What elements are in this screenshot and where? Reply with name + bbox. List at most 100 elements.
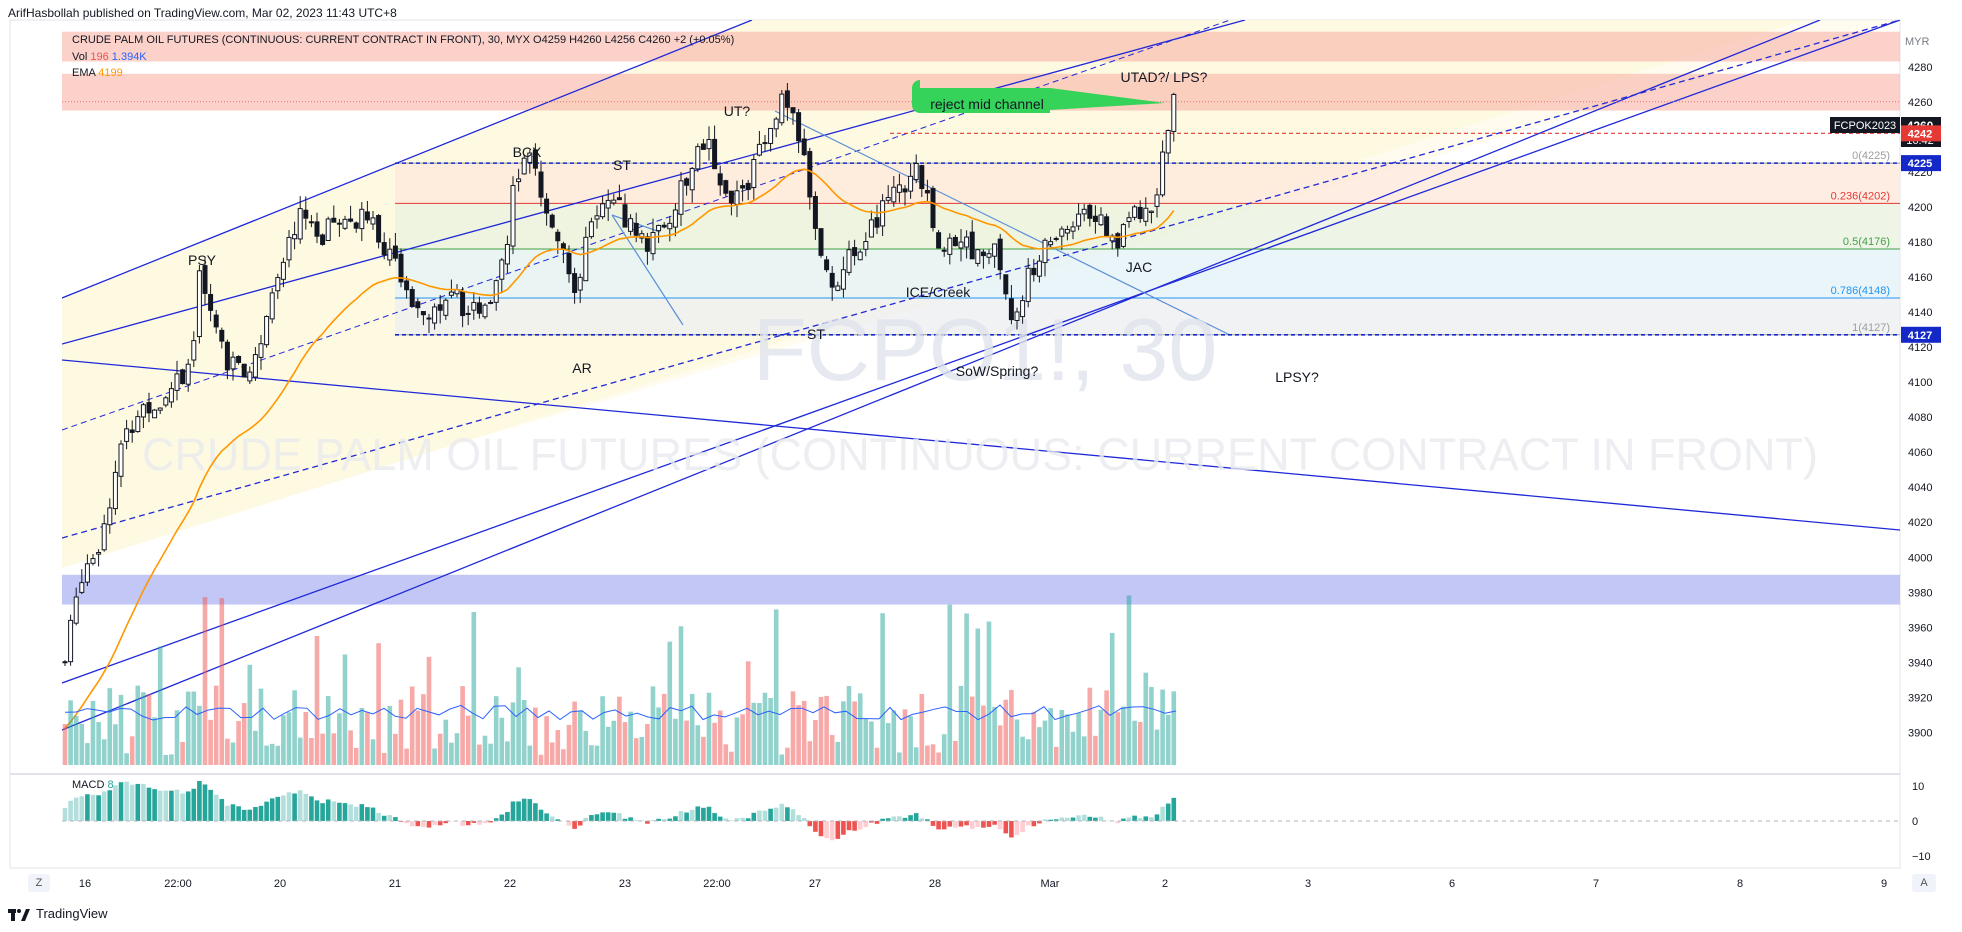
volume-bar bbox=[947, 604, 953, 765]
macd-bar bbox=[1042, 819, 1048, 821]
price-tick: 4120 bbox=[1908, 342, 1932, 354]
volume-bar bbox=[157, 646, 163, 765]
volume-bar bbox=[566, 724, 572, 765]
candle-body bbox=[544, 198, 550, 214]
volume-bar bbox=[650, 686, 656, 765]
macd-bar bbox=[443, 821, 449, 824]
macd-bar bbox=[303, 793, 309, 821]
candle-body bbox=[728, 190, 734, 204]
volume-bar bbox=[796, 705, 801, 765]
volume-bar bbox=[869, 721, 874, 765]
macd-bar bbox=[1070, 817, 1076, 821]
candle-body bbox=[325, 218, 331, 242]
macd-bar bbox=[124, 781, 129, 821]
volume-bar bbox=[482, 735, 488, 765]
volume-bar bbox=[460, 686, 465, 765]
volume-bar bbox=[930, 744, 936, 765]
volume-bar bbox=[191, 691, 197, 765]
volume-bar bbox=[729, 751, 734, 765]
volume-bar bbox=[493, 696, 499, 765]
candle-body bbox=[908, 175, 914, 192]
macd-bar bbox=[762, 810, 768, 821]
candle-body bbox=[129, 429, 135, 433]
volume-bar bbox=[779, 754, 785, 765]
volume-bar bbox=[583, 730, 589, 765]
volume-bar bbox=[393, 733, 398, 765]
candle-body bbox=[213, 314, 219, 328]
macd-bar bbox=[947, 821, 953, 827]
volume-bar bbox=[449, 742, 454, 765]
volume-bar bbox=[986, 621, 992, 765]
volume-bar bbox=[258, 688, 264, 765]
volume-bar bbox=[421, 694, 426, 765]
volume-bar bbox=[684, 720, 689, 765]
macd-bar bbox=[1165, 803, 1171, 821]
symbol-tag-box bbox=[1830, 117, 1900, 133]
candle-body bbox=[499, 259, 505, 280]
volume-bar bbox=[253, 730, 258, 765]
macd-bar bbox=[107, 790, 113, 821]
macd-bar bbox=[930, 821, 936, 826]
macd-bar bbox=[460, 821, 465, 826]
candles bbox=[62, 83, 1177, 729]
volume-bar bbox=[801, 700, 807, 765]
volume-bar bbox=[863, 718, 869, 765]
auto-scale-button[interactable]: A bbox=[1912, 874, 1936, 892]
macd-bar bbox=[874, 821, 880, 824]
macd-bar bbox=[997, 821, 1003, 830]
annotation-label: UT? bbox=[724, 103, 751, 119]
macd-bar bbox=[236, 806, 241, 821]
macd-bar bbox=[936, 821, 941, 830]
currency-label: MYR bbox=[1905, 36, 1930, 48]
volume-bar bbox=[953, 740, 958, 765]
price-tick: 3940 bbox=[1908, 657, 1932, 669]
macd-bar bbox=[689, 809, 695, 821]
candle-body bbox=[107, 507, 113, 526]
volume-bar bbox=[1020, 736, 1025, 765]
volume-bar bbox=[645, 724, 650, 765]
volume-bar bbox=[454, 733, 460, 765]
volume-bar bbox=[286, 712, 292, 765]
candle-body bbox=[376, 215, 382, 243]
macd-bar bbox=[135, 783, 141, 821]
macd-bar bbox=[465, 821, 471, 826]
macd-bar bbox=[555, 819, 561, 821]
price-tick: 3960 bbox=[1908, 622, 1932, 634]
macd-bar bbox=[779, 803, 785, 821]
candle-body bbox=[191, 340, 197, 361]
candle-body bbox=[230, 356, 236, 370]
candle-body bbox=[712, 138, 718, 170]
macd-bar bbox=[337, 802, 342, 821]
volume-bar bbox=[79, 723, 85, 765]
candle-body bbox=[784, 90, 790, 108]
macd-bar bbox=[656, 818, 661, 821]
candle-body bbox=[538, 171, 544, 198]
macd-bar bbox=[925, 819, 930, 821]
macd-bar bbox=[471, 821, 477, 823]
macd-bar bbox=[645, 821, 650, 824]
time-tick: 27 bbox=[809, 878, 821, 890]
volume-bar bbox=[835, 741, 841, 765]
volume-bar bbox=[773, 609, 779, 765]
volume-bar bbox=[90, 700, 96, 765]
candle-body bbox=[532, 149, 538, 169]
candle-body bbox=[521, 157, 527, 175]
price-tag: 4242 bbox=[1908, 128, 1932, 140]
volume-bar bbox=[852, 701, 857, 765]
candle-body bbox=[902, 188, 908, 193]
volume-bar bbox=[1065, 714, 1070, 765]
macd-bar bbox=[488, 821, 493, 823]
macd-bar bbox=[393, 817, 398, 821]
macd-bar bbox=[712, 813, 717, 821]
zoom-button[interactable]: Z bbox=[28, 874, 50, 892]
candle-body bbox=[801, 138, 807, 156]
macd-bar bbox=[325, 799, 331, 821]
volume-bar bbox=[365, 711, 370, 765]
volume-bar bbox=[107, 688, 113, 765]
candle-body bbox=[588, 221, 594, 238]
candle-body bbox=[236, 355, 242, 363]
candle-body bbox=[930, 188, 936, 229]
volume-bar bbox=[348, 730, 353, 765]
